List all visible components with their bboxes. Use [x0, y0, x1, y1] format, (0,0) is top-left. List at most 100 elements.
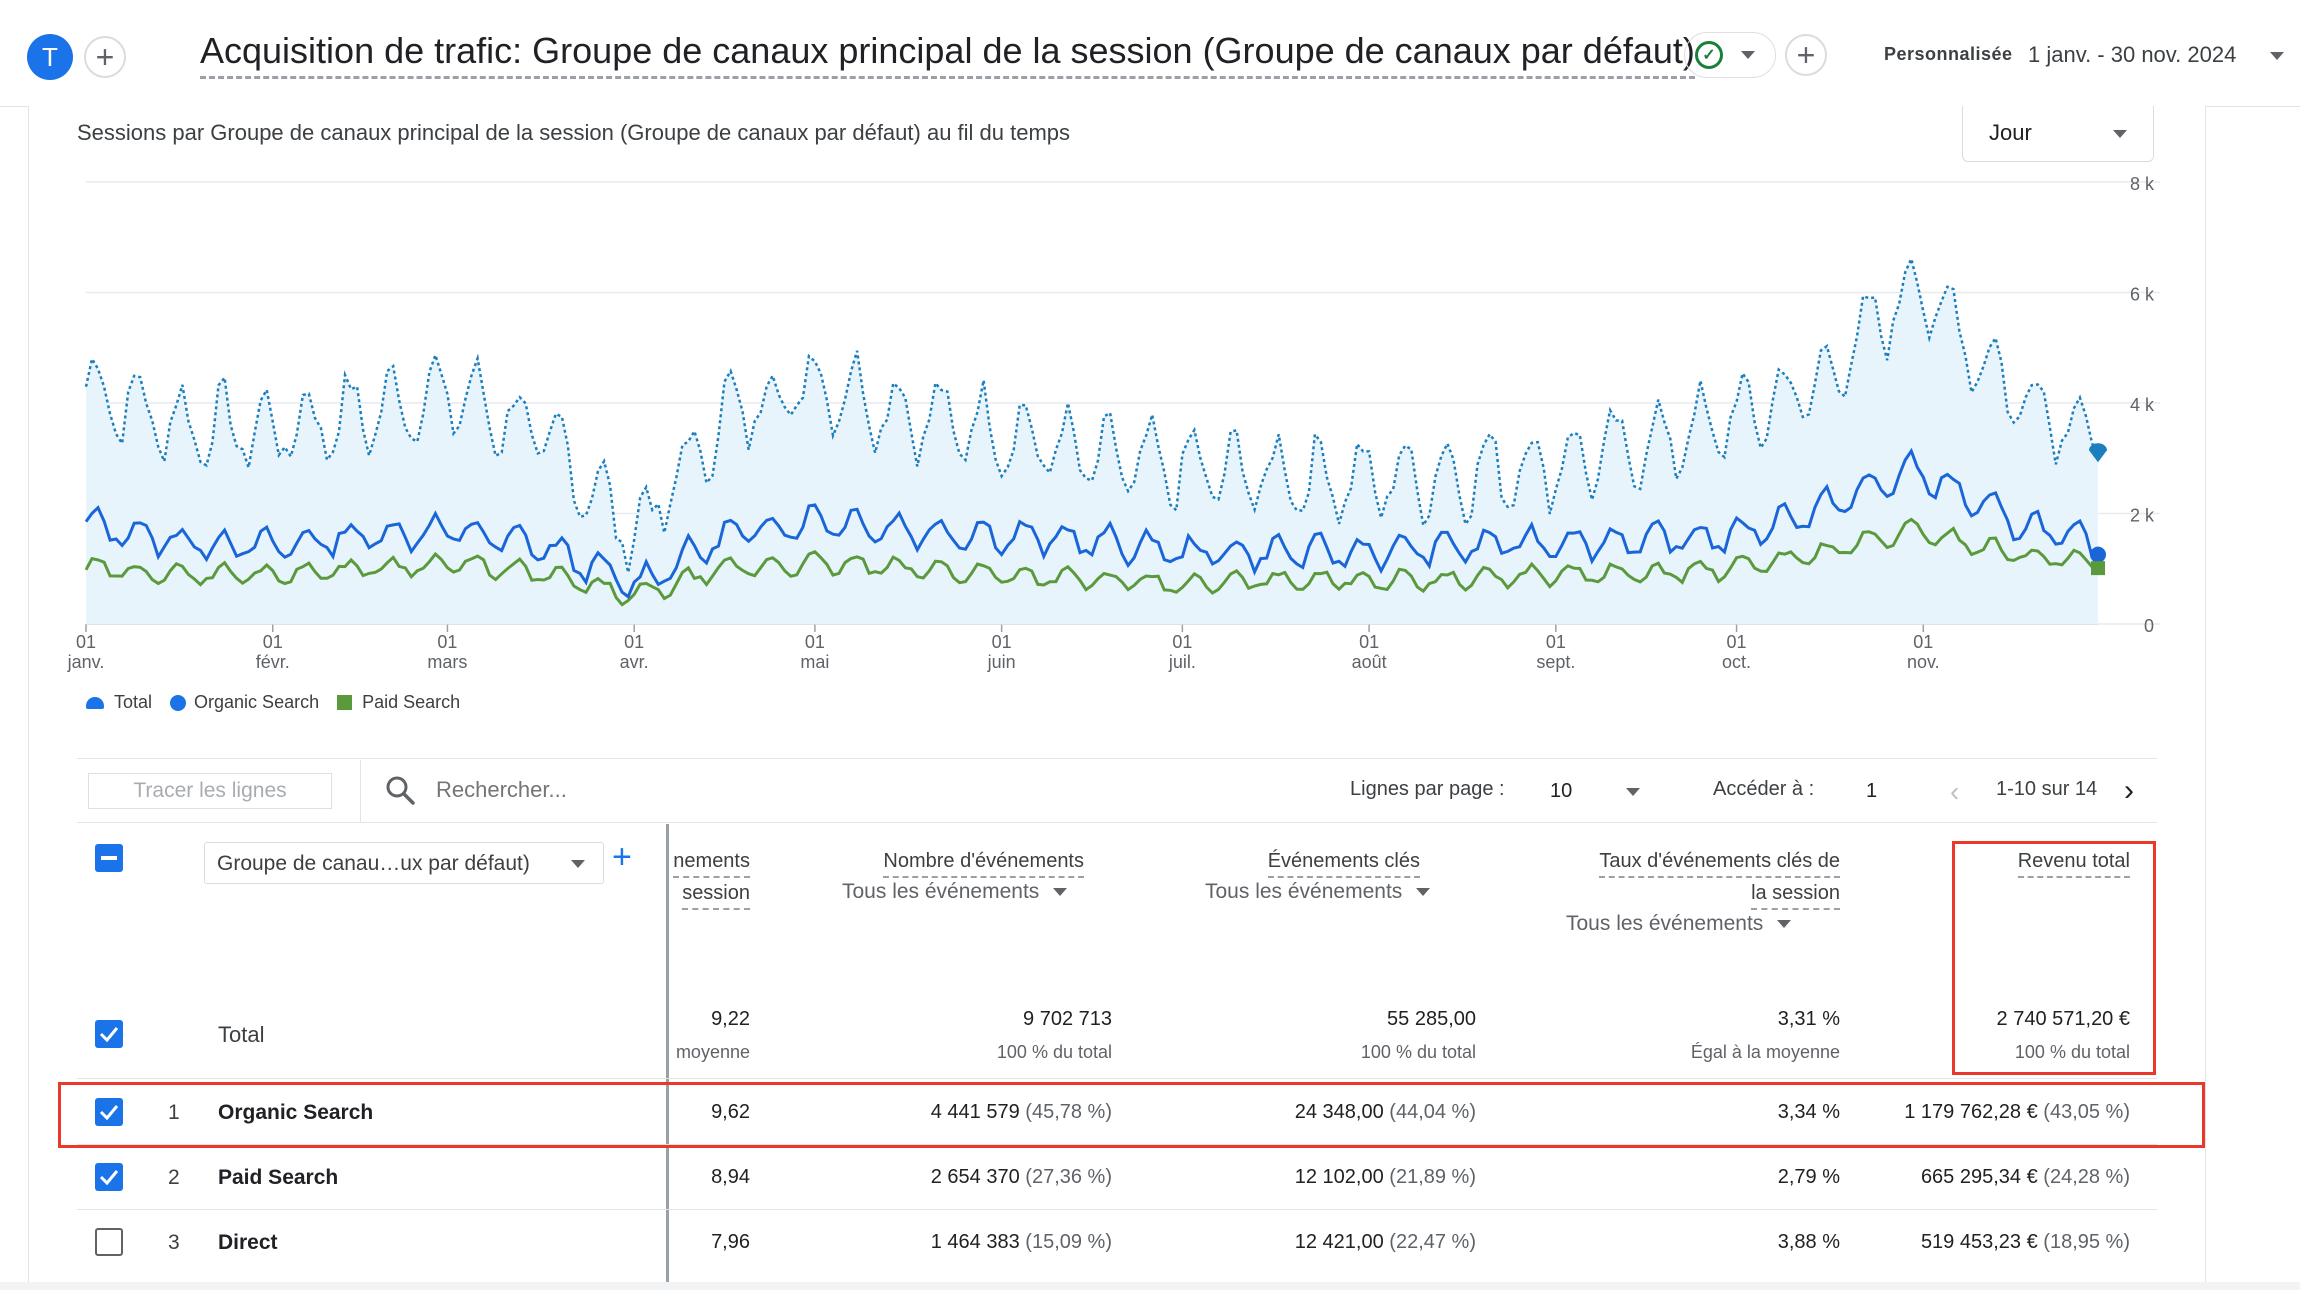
column-header-total-revenue[interactable]: Revenu total [1940, 846, 2130, 878]
x-tick-day: 01 [437, 632, 457, 652]
row-events-per-session: 9,62 [711, 1101, 750, 1123]
x-tick-month: févr. [256, 652, 290, 672]
divider [77, 822, 2157, 823]
total-revenue: 2 740 571,20 € [1996, 1008, 2130, 1030]
row-events-per-session: 8,94 [711, 1166, 750, 1188]
session-key-event-rate-filter[interactable]: Tous les événements [1566, 912, 1792, 936]
row-key-events: 12 102,00 (21,89 %) [1294, 1166, 1476, 1188]
sessions-line-chart: 8 k6 k4 k2 k001janv.01févr.01mars01avr.0… [67, 174, 2160, 672]
row-channel-name[interactable]: Organic Search [218, 1101, 374, 1124]
row-checkbox[interactable] [95, 1163, 123, 1191]
row-checkbox[interactable] [95, 1228, 123, 1256]
add-dimension-button[interactable]: + [612, 838, 632, 876]
key-events-filter[interactable]: Tous les événements [1205, 880, 1431, 904]
x-tick-month: mars [427, 652, 467, 672]
x-tick-month: oct. [1722, 652, 1751, 672]
chevron-down-icon [1416, 888, 1431, 897]
row-key-events: 24 348,00 (44,04 %) [1294, 1101, 1476, 1123]
bottom-scroll-area[interactable] [0, 1282, 2300, 1290]
rows-per-page-select[interactable]: 10 [1550, 780, 1573, 802]
square-marker-icon [337, 695, 353, 710]
check-icon [99, 1105, 119, 1121]
avatar[interactable]: T [27, 34, 73, 80]
y-tick-label: 6 k [2130, 285, 2155, 305]
total-note: 100 % du total [1360, 1042, 1476, 1062]
top-bar: T + Acquisition de trafic: Groupe de can… [0, 0, 2300, 107]
total-end-marker [2089, 443, 2107, 463]
y-tick-label: 0 [2144, 616, 2154, 636]
total-note: moyenne [675, 1042, 750, 1062]
row-key-events: 12 421,00 (22,47 %) [1294, 1231, 1476, 1253]
chevron-down-icon [1741, 51, 1755, 59]
divider [77, 1209, 2157, 1210]
total-note: Égal à la moyenne [1690, 1042, 1840, 1062]
total-area [86, 258, 2098, 624]
check-icon [99, 1170, 119, 1186]
date-range-label: Personnalisée [1884, 44, 2013, 64]
x-tick-month: avr. [620, 652, 649, 672]
total-label: Total [218, 1022, 265, 1047]
add-comparison-button[interactable]: + [84, 36, 126, 78]
paid-end-marker [2091, 561, 2105, 576]
x-tick-month: août [1352, 652, 1387, 672]
row-session-key-event-rate: 3,88 % [1777, 1231, 1840, 1253]
total-checkbox[interactable] [95, 1020, 123, 1048]
dimension-select[interactable]: Groupe de canau…ux par défaut) [204, 842, 604, 884]
plot-rows-button[interactable]: Tracer les lignes [88, 773, 332, 809]
row-session-key-event-rate: 3,34 % [1777, 1101, 1840, 1123]
column-header-session-key-event-rate[interactable]: Taux d'événements clés de la session [1500, 846, 1840, 910]
chart-title: Sessions par Groupe de canaux principal … [77, 120, 1071, 145]
chevron-down-icon [1053, 888, 1068, 897]
dimension-value: Groupe de canau…ux par défaut) [217, 852, 530, 875]
chevron-down-icon[interactable] [2270, 52, 2284, 60]
row-session-key-event-rate: 2,79 % [1777, 1166, 1840, 1188]
y-tick-label: 4 k [2130, 395, 2155, 415]
series-paid-search-line [84, 517, 2099, 607]
goto-page-input[interactable]: 1 [1866, 780, 1878, 802]
search-input[interactable] [434, 776, 738, 804]
column-header-event-count[interactable]: Nombre d'événements [800, 846, 1084, 878]
total-session-key-event-rate: 3,31 % [1777, 1008, 1840, 1030]
column-header-events-per-session[interactable]: nements session [630, 846, 750, 910]
row-checkbox[interactable] [95, 1098, 123, 1126]
row-number: 2 [168, 1166, 180, 1189]
plus-icon: + [95, 38, 115, 75]
divider [77, 1144, 2157, 1145]
chevron-down-icon[interactable] [1626, 788, 1640, 796]
row-events-per-session: 7,96 [711, 1231, 750, 1253]
legend-total[interactable]: Total [86, 692, 152, 713]
chevron-right-icon[interactable]: › [2124, 774, 2134, 807]
column-header-key-events[interactable]: Événements clés [1140, 846, 1420, 878]
x-tick-day: 01 [624, 632, 644, 652]
x-tick-day: 01 [76, 632, 96, 652]
row-channel-name[interactable]: Direct [218, 1231, 278, 1254]
x-tick-day: 01 [1359, 632, 1379, 652]
row-event-count: 1 464 383 (15,09 %) [930, 1231, 1112, 1253]
chevron-down-icon [571, 860, 585, 868]
chevron-left-icon[interactable]: ‹ [1950, 776, 1960, 807]
x-tick-day: 01 [805, 632, 825, 652]
granularity-value: Jour [1989, 120, 2032, 145]
select-all-checkbox[interactable] [95, 844, 123, 872]
row-number: 1 [168, 1101, 180, 1124]
date-range-picker[interactable]: 1 janv. - 30 nov. 2024 [2028, 42, 2237, 67]
granularity-select[interactable]: Jour [1962, 106, 2154, 162]
row-revenue: 665 295,34 € (24,28 %) [1920, 1166, 2130, 1188]
legend-paid-search[interactable]: Paid Search [337, 692, 460, 713]
legend-organic-search[interactable]: Organic Search [170, 692, 319, 713]
rows-per-page-label: Lignes par page : [1350, 778, 1505, 800]
circle-marker-icon [170, 694, 187, 711]
divider [360, 760, 361, 822]
report-status-button[interactable]: ✓ [1684, 32, 1776, 78]
report-panel [28, 106, 2206, 1290]
add-card-button[interactable]: + [1785, 34, 1827, 76]
x-tick-month: nov. [1907, 652, 1940, 672]
series-total-line [84, 255, 2100, 573]
x-tick-month: mai [800, 652, 829, 672]
row-revenue: 1 179 762,28 € (43,05 %) [1904, 1101, 2130, 1123]
x-tick-day: 01 [263, 632, 283, 652]
row-channel-name[interactable]: Paid Search [218, 1166, 339, 1189]
event-count-filter[interactable]: Tous les événements [842, 880, 1068, 904]
report-title[interactable]: Acquisition de trafic: Groupe de canaux … [200, 30, 1695, 79]
x-tick-day: 01 [1913, 632, 1933, 652]
